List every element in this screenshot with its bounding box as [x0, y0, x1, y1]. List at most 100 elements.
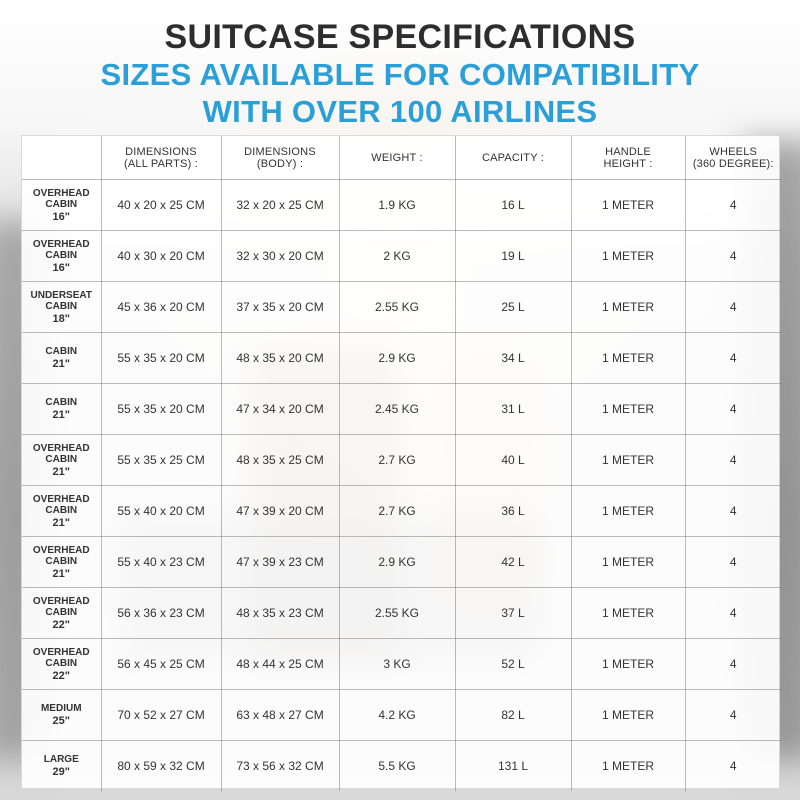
- row-size: 25": [52, 715, 70, 727]
- all-parts-cell: 55 x 40 x 20 CM: [101, 485, 222, 537]
- row-label: OVERHEAD CABIN: [32, 544, 90, 567]
- all-parts-cell: 40 x 30 x 20 CM: [101, 230, 222, 282]
- all-parts-cell: 45 x 36 x 20 CM: [101, 281, 222, 333]
- table-body: OVERHEAD CABIN 16" 40 x 20 x 25 CM 32 x …: [22, 179, 781, 791]
- capacity-cell: 131 L: [455, 740, 572, 791]
- header-cell-weight: WEIGHT :: [339, 136, 456, 180]
- row-size: 21": [52, 465, 70, 478]
- handle-height-cell: 1 METER: [571, 434, 686, 486]
- row-size: 29": [52, 766, 70, 778]
- weight-cell: 2.7 KG: [339, 434, 456, 486]
- row-label: OVERHEAD CABIN: [32, 238, 90, 261]
- row-label: OVERHEAD CABIN: [32, 493, 90, 516]
- weight-cell: 3 KG: [339, 638, 456, 690]
- body-cell: 48 x 35 x 25 CM: [221, 434, 340, 486]
- table-row: LARGE 29" 80 x 59 x 32 CM 73 x 56 x 32 C…: [22, 740, 781, 791]
- table-row: CABIN 21" 55 x 35 x 20 CM 48 x 35 x 20 C…: [22, 332, 781, 384]
- weight-cell: 1.9 KG: [339, 179, 456, 231]
- row-label-cell: OVERHEAD CABIN 16": [22, 179, 102, 231]
- body-cell: 47 x 39 x 23 CM: [221, 536, 340, 588]
- capacity-cell: 25 L: [455, 281, 572, 333]
- row-size: 21": [52, 358, 70, 370]
- row-label-cell: CABIN 21": [22, 383, 102, 435]
- handle-height-cell: 1 METER: [571, 536, 686, 588]
- all-parts-cell: 56 x 45 x 25 CM: [101, 638, 222, 690]
- row-size: 21": [52, 409, 70, 421]
- weight-cell: 2 KG: [339, 230, 456, 282]
- body-cell: 73 x 56 x 32 CM: [221, 740, 340, 791]
- table-row: OVERHEAD CABIN 21" 55 x 40 x 20 CM 47 x …: [22, 485, 781, 537]
- handle-height-cell: 1 METER: [571, 383, 686, 435]
- wheels-cell: 4: [685, 536, 781, 588]
- header-cell-capacity: CAPACITY :: [455, 136, 572, 180]
- row-label-cell: LARGE 29": [22, 740, 102, 791]
- row-size: 18": [52, 312, 70, 325]
- wheels-cell: 4: [685, 281, 781, 333]
- page-subtitle-line-1: SIZES AVAILABLE FOR COMPATIBILITY: [100, 57, 700, 92]
- row-label: OVERHEAD CABIN: [32, 595, 90, 618]
- all-parts-cell: 56 x 36 x 23 CM: [101, 587, 222, 639]
- header-cell-dimensions-body: DIMENSIONS (BODY) :: [221, 136, 340, 180]
- row-size: 22": [52, 618, 70, 631]
- table-row: CABIN 21" 55 x 35 x 20 CM 47 x 34 x 20 C…: [22, 383, 781, 435]
- body-cell: 47 x 39 x 20 CM: [221, 485, 340, 537]
- table-row: MEDIUM 25" 70 x 52 x 27 CM 63 x 48 x 27 …: [22, 689, 781, 741]
- weight-cell: 2.45 KG: [339, 383, 456, 435]
- capacity-cell: 82 L: [455, 689, 572, 741]
- suitcase-spec-table: DIMENSIONS (ALL PARTS) : DIMENSIONS (BOD…: [22, 136, 781, 791]
- weight-cell: 2.55 KG: [339, 281, 456, 333]
- handle-height-cell: 1 METER: [571, 485, 686, 537]
- weight-cell: 2.55 KG: [339, 587, 456, 639]
- row-label-cell: OVERHEAD CABIN 21": [22, 536, 102, 588]
- wheels-cell: 4: [729, 758, 737, 773]
- header-cell-handle-height: HANDLE HEIGHT :: [571, 136, 686, 180]
- wheels-cell: 4: [685, 179, 781, 231]
- wheels-cell: 4: [685, 383, 781, 435]
- all-parts-cell: 70 x 52 x 27 CM: [101, 689, 222, 741]
- row-label: MEDIUM: [40, 703, 82, 714]
- weight-cell: 5.5 KG: [339, 740, 456, 791]
- row-label: CABIN: [45, 397, 78, 408]
- row-label: CABIN: [45, 346, 78, 357]
- header-cell-dimensions-all-parts: DIMENSIONS (ALL PARTS) :: [101, 136, 222, 180]
- row-label: UNDERSEAT CABIN: [30, 289, 92, 312]
- table-row: OVERHEAD CABIN 21" 55 x 35 x 25 CM 48 x …: [22, 434, 781, 486]
- row-size: 16": [52, 210, 70, 223]
- table-row: UNDERSEAT CABIN 18" 45 x 36 x 20 CM 37 x…: [22, 281, 781, 333]
- row-size: 21": [52, 516, 70, 529]
- handle-height-cell: 1 METER: [571, 230, 686, 282]
- capacity-cell: 36 L: [455, 485, 572, 537]
- table-row: OVERHEAD CABIN 16" 40 x 30 x 20 CM 32 x …: [22, 230, 781, 282]
- weight-cell: 4.2 KG: [339, 689, 456, 741]
- table-row: OVERHEAD CABIN 16" 40 x 20 x 25 CM 32 x …: [22, 179, 781, 231]
- handle-height-cell: 1 METER: [571, 179, 686, 231]
- row-label-cell: OVERHEAD CABIN 16": [22, 230, 102, 282]
- row-label: OVERHEAD CABIN: [32, 442, 90, 465]
- row-size: 22": [52, 669, 70, 682]
- body-cell: 48 x 35 x 23 CM: [221, 587, 340, 639]
- header-cell-wheels: WHEELS (360 DEGREE):: [685, 136, 781, 180]
- wheels-cell: 4: [685, 434, 781, 486]
- row-size: 21": [52, 567, 70, 580]
- page-title: SUITCASE SPECIFICATIONS: [164, 18, 636, 56]
- capacity-cell: 31 L: [455, 383, 572, 435]
- row-label: OVERHEAD CABIN: [32, 187, 90, 210]
- capacity-cell: 42 L: [455, 536, 572, 588]
- row-label: OVERHEAD CABIN: [32, 646, 90, 669]
- body-cell: 63 x 48 x 27 CM: [221, 689, 340, 741]
- all-parts-cell: 55 x 40 x 23 CM: [101, 536, 222, 588]
- capacity-cell: 37 L: [455, 587, 572, 639]
- row-label-cell: OVERHEAD CABIN 21": [22, 434, 102, 486]
- table-row: OVERHEAD CABIN 22" 56 x 36 x 23 CM 48 x …: [22, 587, 781, 639]
- header-row: DIMENSIONS (ALL PARTS) : DIMENSIONS (BOD…: [22, 136, 781, 180]
- capacity-cell: 16 L: [455, 179, 572, 231]
- capacity-cell: 52 L: [455, 638, 572, 690]
- handle-height-cell: 1 METER: [571, 740, 686, 791]
- handle-height-cell: 1 METER: [571, 587, 686, 639]
- handle-height-cell: 1 METER: [571, 638, 686, 690]
- all-parts-cell: 55 x 35 x 20 CM: [101, 332, 222, 384]
- body-cell: 32 x 30 x 20 CM: [221, 230, 340, 282]
- handle-height-cell: 1 METER: [571, 689, 686, 741]
- row-label-cell: OVERHEAD CABIN 22": [22, 587, 102, 639]
- weight-cell: 2.7 KG: [339, 485, 456, 537]
